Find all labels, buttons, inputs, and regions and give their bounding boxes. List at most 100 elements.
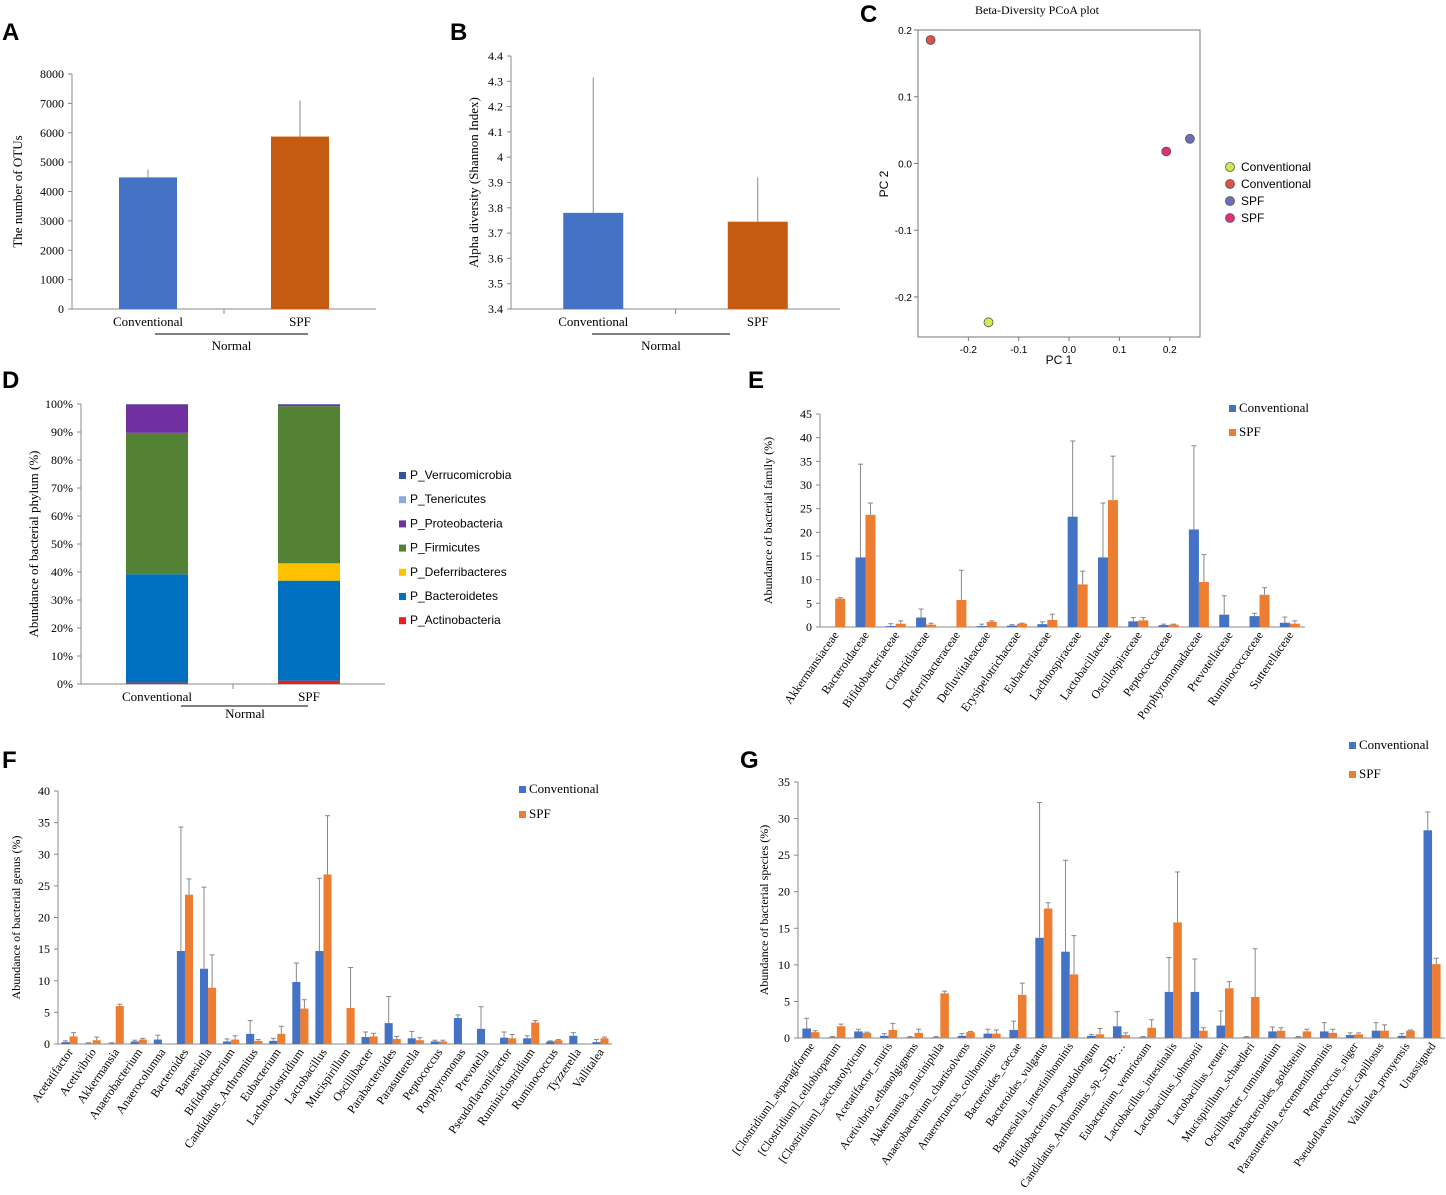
bar-conventional	[1219, 614, 1230, 627]
bar-conventional	[1279, 622, 1290, 627]
bar-spf	[940, 993, 949, 1038]
bar-conventional	[1216, 1025, 1226, 1038]
y-tick-label: 15	[800, 549, 812, 563]
bar-conventional	[563, 212, 624, 309]
stack-segment-p_actinobacteria	[278, 680, 340, 684]
bar-spf	[415, 1040, 424, 1044]
bar-spf	[836, 1026, 846, 1038]
y-tick-label: 3.7	[488, 226, 503, 240]
legend-swatch	[1225, 196, 1235, 206]
bar-conventional	[500, 1037, 509, 1044]
bar-spf	[92, 1040, 101, 1044]
bar-spf	[438, 1041, 447, 1044]
y-axis-title: Abundance of bacterial species (%)	[757, 825, 771, 996]
y-tick-label: 5	[784, 994, 790, 1008]
y-tick-label: 7000	[40, 96, 64, 110]
bar-conventional	[1249, 616, 1260, 627]
y-tick-label: 3.9	[488, 176, 503, 190]
panel-e-label: E	[748, 367, 764, 394]
x-tick-label: -0.1	[1010, 345, 1028, 356]
bar-conventional	[223, 1041, 232, 1044]
stack-segment-p_firmicutes	[126, 432, 188, 575]
panel-f-label: F	[2, 747, 17, 774]
bar-conventional	[569, 1035, 578, 1044]
legend-label: P_Verrucomicrobia	[410, 468, 512, 482]
bar-spf	[1199, 1030, 1208, 1038]
bar-conventional	[885, 626, 896, 627]
y-tick-label: 0.1	[898, 93, 912, 104]
bar-conventional	[1112, 1026, 1122, 1038]
bar-spf	[1354, 1034, 1363, 1038]
y-tick-label: 8000	[40, 67, 64, 81]
bar-spf	[138, 1039, 147, 1044]
y-tick-label: 4	[497, 150, 503, 164]
bar-spf	[888, 1029, 898, 1038]
bar-spf	[810, 1032, 820, 1038]
stack-segment-p_deferribacteres	[278, 563, 340, 581]
bar-conventional	[546, 1041, 555, 1044]
bar-spf	[1077, 584, 1088, 627]
bar-conventional	[828, 1037, 837, 1038]
y-tick-label: 10	[778, 958, 790, 972]
y-axis-title: The number of OTUs	[10, 135, 25, 247]
bar-spf	[508, 1038, 517, 1044]
y-tick-label: 0	[58, 302, 64, 316]
bar-conventional	[1397, 1035, 1407, 1038]
x-tick-label: 0.0	[1062, 345, 1076, 356]
bar-conventional	[1087, 1035, 1096, 1038]
bar-spf	[992, 1033, 1001, 1038]
bar-conventional	[130, 1041, 139, 1044]
y-tick-label: 1000	[40, 273, 64, 287]
legend-swatch	[399, 544, 406, 552]
bar-spf	[277, 1033, 286, 1044]
bar-spf	[1406, 1030, 1415, 1038]
y-tick-label: 10	[800, 573, 812, 587]
scatter-point	[1185, 133, 1195, 144]
bar-spf	[346, 1007, 355, 1044]
x-axis-title: PC 1	[1046, 353, 1073, 367]
bar-spf	[1432, 964, 1441, 1038]
legend-swatch	[399, 520, 406, 528]
bar-conventional	[476, 1028, 486, 1044]
bar-spf	[966, 1032, 975, 1038]
bar-spf	[835, 598, 846, 627]
stack-segment-p_proteobacteria	[126, 404, 188, 433]
y-tick-label: 35	[38, 816, 50, 830]
bar-conventional	[523, 1038, 532, 1044]
panel-f-genus-chart: F 0510152025303540AcetatifactorAcetivibr…	[2, 747, 612, 1151]
bar-spf	[862, 1032, 872, 1038]
panel-g-species-chart: G 05101520253035[Clostridium]_asparagifo…	[731, 737, 1445, 1190]
bar-conventional	[802, 1028, 811, 1038]
y-tick-label: 30	[800, 478, 812, 492]
category-label: Conventional	[122, 689, 192, 704]
legend-swatch	[1349, 742, 1356, 749]
y-tick-label: 80%	[51, 453, 73, 467]
bar-conventional	[1128, 621, 1139, 627]
bar-conventional	[957, 1035, 967, 1038]
bar-spf	[914, 1032, 924, 1038]
legend-swatch	[399, 568, 406, 576]
panel-e-family-chart: E 051015202530354045AkkermansiaceaeBacte…	[748, 367, 1309, 722]
y-tick-label: 60%	[51, 509, 73, 523]
y-tick-label: 30%	[51, 593, 73, 607]
group-label: Normal	[212, 338, 252, 353]
bar-spf	[1173, 922, 1182, 1038]
bar-spf	[1328, 1032, 1338, 1038]
bar-conventional	[315, 951, 324, 1044]
bar-conventional	[880, 1035, 889, 1038]
legend-label: Conventional	[1359, 737, 1429, 752]
y-tick-label: 35	[800, 454, 812, 468]
bar-conventional	[119, 177, 177, 309]
scatter-point	[983, 317, 994, 328]
bar-spf	[323, 874, 332, 1044]
bar-spf	[254, 1040, 263, 1044]
bar-conventional	[1190, 991, 1200, 1038]
bar-conventional	[1164, 991, 1174, 1038]
bar-conventional	[269, 1040, 278, 1044]
legend-label: Conventional	[1239, 400, 1309, 415]
bar-conventional	[931, 1037, 941, 1038]
group-label: Normal	[641, 338, 681, 353]
bar-spf	[1138, 620, 1149, 627]
legend-label: P_Proteobacteria	[410, 516, 503, 530]
